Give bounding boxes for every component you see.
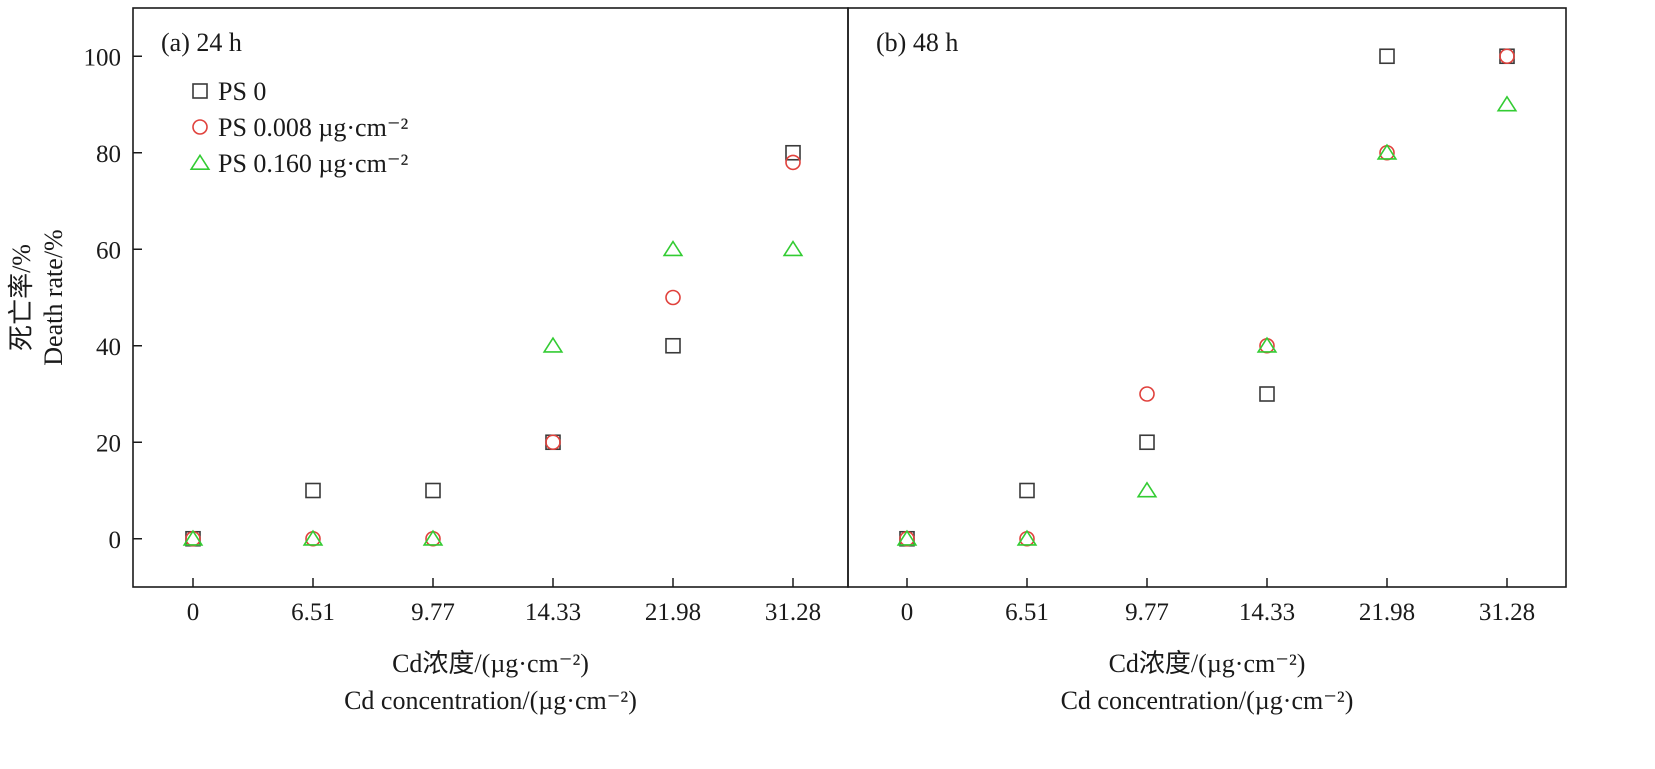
data-point-circle xyxy=(1139,386,1155,402)
x-axis-title-zh: Cd浓度/(µg·cm⁻²) xyxy=(392,649,589,678)
data-point-triangle xyxy=(1496,95,1518,112)
data-point-square xyxy=(1019,482,1035,499)
y-tick-label: 0 xyxy=(109,527,122,554)
legend-marker-triangle xyxy=(189,153,211,170)
x-tick-label: 21.98 xyxy=(645,599,701,626)
x-tick-label: 0 xyxy=(901,599,914,626)
data-point-triangle xyxy=(1136,481,1158,498)
y-axis-title-en: Death rate/% xyxy=(39,229,68,365)
data-point-square xyxy=(425,482,441,499)
data-point-triangle xyxy=(896,529,918,546)
x-tick-label: 6.51 xyxy=(291,599,335,626)
x-tick-label: 9.77 xyxy=(1125,599,1169,626)
y-tick-label: 20 xyxy=(96,430,121,457)
legend-label: PS 0.008 µg·cm⁻² xyxy=(218,113,409,142)
x-tick-label: 14.33 xyxy=(1239,599,1295,626)
x-tick-label: 21.98 xyxy=(1359,599,1415,626)
x-tick-label: 6.51 xyxy=(1005,599,1049,626)
legend-label: PS 0.160 µg·cm⁻² xyxy=(218,149,409,178)
x-tick-label: 31.28 xyxy=(765,599,821,626)
data-point-circle xyxy=(785,154,801,171)
data-point-square xyxy=(1139,434,1155,451)
y-tick-label: 60 xyxy=(96,237,121,264)
x-tick-label: 31.28 xyxy=(1479,599,1535,626)
data-point-triangle xyxy=(302,529,324,546)
data-point-circle xyxy=(545,434,561,451)
data-point-triangle xyxy=(1016,529,1038,546)
data-point-triangle xyxy=(1376,143,1398,160)
data-point-triangle xyxy=(422,529,444,546)
data-point-triangle xyxy=(782,240,804,257)
y-tick-label: 100 xyxy=(84,44,122,71)
y-tick-label: 40 xyxy=(96,334,121,361)
y-tick-label: 80 xyxy=(96,141,121,168)
data-point-circle xyxy=(1499,48,1515,65)
x-tick-label: 0 xyxy=(187,599,200,626)
data-point-circle xyxy=(665,289,681,306)
panel-title: (a) 24 h xyxy=(161,28,242,57)
x-axis-title-zh: Cd浓度/(µg·cm⁻²) xyxy=(1109,649,1306,678)
data-point-triangle xyxy=(1256,336,1278,353)
legend-marker-circle xyxy=(192,119,208,135)
x-axis-title-en: Cd concentration/(µg·cm⁻²) xyxy=(1061,686,1354,715)
panel-title: (b) 48 h xyxy=(876,28,958,57)
x-axis-title-en: Cd concentration/(µg·cm⁻²) xyxy=(344,686,637,715)
data-point-triangle xyxy=(662,240,684,257)
plot-frame-b xyxy=(847,7,1567,588)
legend-label: PS 0 xyxy=(218,77,266,106)
y-axis-title-zh: 死亡率/% xyxy=(7,244,36,351)
data-point-triangle xyxy=(542,336,564,353)
data-point-square xyxy=(785,144,801,161)
data-point-square xyxy=(665,337,681,354)
data-point-square xyxy=(1259,386,1275,402)
x-tick-label: 14.33 xyxy=(525,599,581,626)
x-tick-label: 9.77 xyxy=(411,599,455,626)
data-point-triangle xyxy=(182,529,204,546)
legend-marker-square xyxy=(192,83,208,99)
data-point-square xyxy=(1379,48,1395,65)
data-point-square xyxy=(305,482,321,499)
